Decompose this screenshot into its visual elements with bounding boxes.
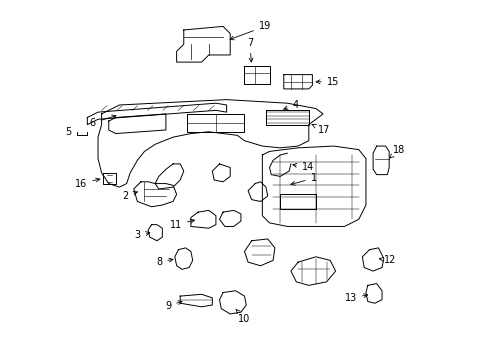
Text: 8: 8 [156, 257, 173, 267]
Text: 18: 18 [389, 145, 404, 158]
Text: 19: 19 [230, 21, 270, 40]
Text: 16: 16 [75, 178, 100, 189]
Text: 2: 2 [122, 191, 137, 201]
Text: 4: 4 [283, 100, 298, 110]
Text: 17: 17 [311, 124, 329, 135]
Text: 13: 13 [344, 293, 367, 303]
Text: 9: 9 [165, 301, 182, 311]
Text: 7: 7 [246, 38, 252, 62]
Text: 6: 6 [89, 115, 116, 128]
Text: 14: 14 [292, 162, 313, 172]
Text: 1: 1 [290, 173, 316, 185]
Text: 3: 3 [135, 230, 149, 240]
Text: 15: 15 [315, 77, 338, 87]
Text: 12: 12 [379, 255, 395, 265]
Text: 10: 10 [235, 309, 250, 324]
Text: 11: 11 [169, 219, 194, 230]
Text: 5: 5 [65, 127, 71, 137]
